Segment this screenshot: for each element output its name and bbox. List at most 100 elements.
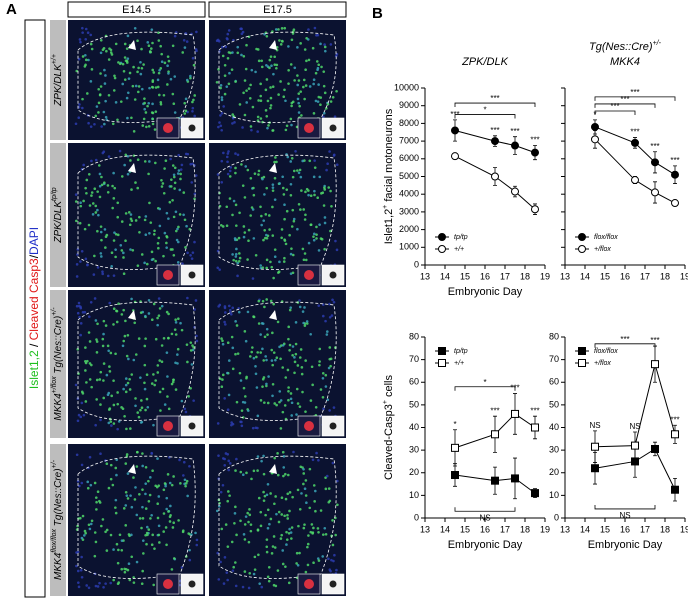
y-axis-label: Islet1,2+ facial motoneurons (382, 108, 395, 244)
cell (262, 490, 265, 494)
cell (304, 213, 307, 217)
cell (265, 382, 268, 386)
cell (243, 570, 247, 573)
cell (116, 561, 120, 565)
cell (138, 215, 141, 219)
cell (134, 353, 138, 356)
cell (107, 391, 111, 395)
cell (77, 57, 81, 61)
cell (282, 455, 286, 458)
cell (259, 351, 262, 354)
cell (82, 413, 86, 417)
significance-label: NS (479, 513, 490, 522)
cell (256, 414, 260, 418)
cell (324, 319, 327, 323)
cell (317, 458, 320, 462)
cell (163, 167, 166, 170)
cell (298, 299, 301, 302)
cell (231, 113, 235, 116)
cell (116, 233, 120, 237)
cell (152, 71, 156, 74)
cell (88, 527, 92, 531)
cell (173, 328, 177, 331)
cell (314, 489, 317, 493)
cell (177, 153, 180, 157)
cell (282, 474, 285, 478)
cell (299, 348, 303, 351)
cell (323, 216, 327, 219)
cell (219, 560, 222, 564)
cell (263, 335, 267, 339)
cell (219, 86, 222, 90)
cell (130, 188, 133, 191)
cell (116, 391, 119, 394)
cell (303, 324, 307, 327)
cell (256, 351, 259, 354)
cell (158, 207, 162, 211)
cell (245, 101, 248, 104)
cell (244, 515, 248, 518)
cell (93, 554, 97, 558)
cell (228, 175, 232, 178)
cell (129, 427, 132, 430)
cell (274, 28, 278, 31)
cell (185, 40, 189, 43)
cell (162, 93, 166, 97)
cell (313, 193, 316, 197)
cell (301, 310, 305, 313)
cell (126, 472, 130, 475)
cell (97, 213, 100, 217)
cell (95, 378, 99, 382)
inset-cell (329, 580, 337, 588)
cell (302, 78, 306, 82)
data-point (651, 444, 659, 453)
cell (115, 320, 119, 324)
cell (331, 461, 335, 465)
superscript: +/+ (51, 54, 58, 64)
cell (314, 509, 317, 513)
cell (318, 360, 321, 363)
cell (145, 125, 148, 129)
cell (128, 71, 132, 75)
y-tick-label: 60 (409, 377, 419, 387)
cell (305, 59, 308, 63)
chart-title: ZPK/DLK (461, 56, 509, 68)
cell (158, 359, 162, 362)
y-tick-label: 1000 (399, 242, 419, 252)
point-label: *** (530, 136, 539, 145)
cell (271, 205, 274, 209)
cell (225, 37, 229, 40)
cell (172, 253, 176, 257)
cell (127, 357, 130, 361)
cell (171, 92, 175, 96)
cell (99, 418, 102, 422)
cell (240, 424, 244, 428)
superscript: +/flox (51, 376, 58, 393)
region-outline (218, 154, 337, 270)
cell (165, 507, 168, 511)
cell (151, 469, 154, 473)
cell (300, 114, 303, 117)
cell (247, 520, 250, 524)
cell (315, 451, 318, 455)
cell (315, 233, 318, 236)
x-tick-label: 15 (600, 524, 610, 534)
data-point (451, 126, 459, 135)
cell (262, 472, 266, 476)
cell (177, 519, 180, 522)
cell (228, 197, 232, 200)
x-tick-label: 17 (640, 524, 650, 534)
cell (144, 507, 148, 510)
cell (230, 68, 234, 71)
cell (84, 400, 88, 403)
y-tick-label: 5000 (399, 171, 419, 181)
cell (265, 327, 269, 331)
cell (284, 99, 287, 103)
cell (120, 539, 124, 542)
cell (143, 363, 147, 367)
cell (333, 553, 336, 557)
cell (152, 583, 155, 587)
cell (288, 308, 292, 312)
y-tick-label: 8000 (399, 118, 419, 128)
cell (295, 562, 298, 565)
